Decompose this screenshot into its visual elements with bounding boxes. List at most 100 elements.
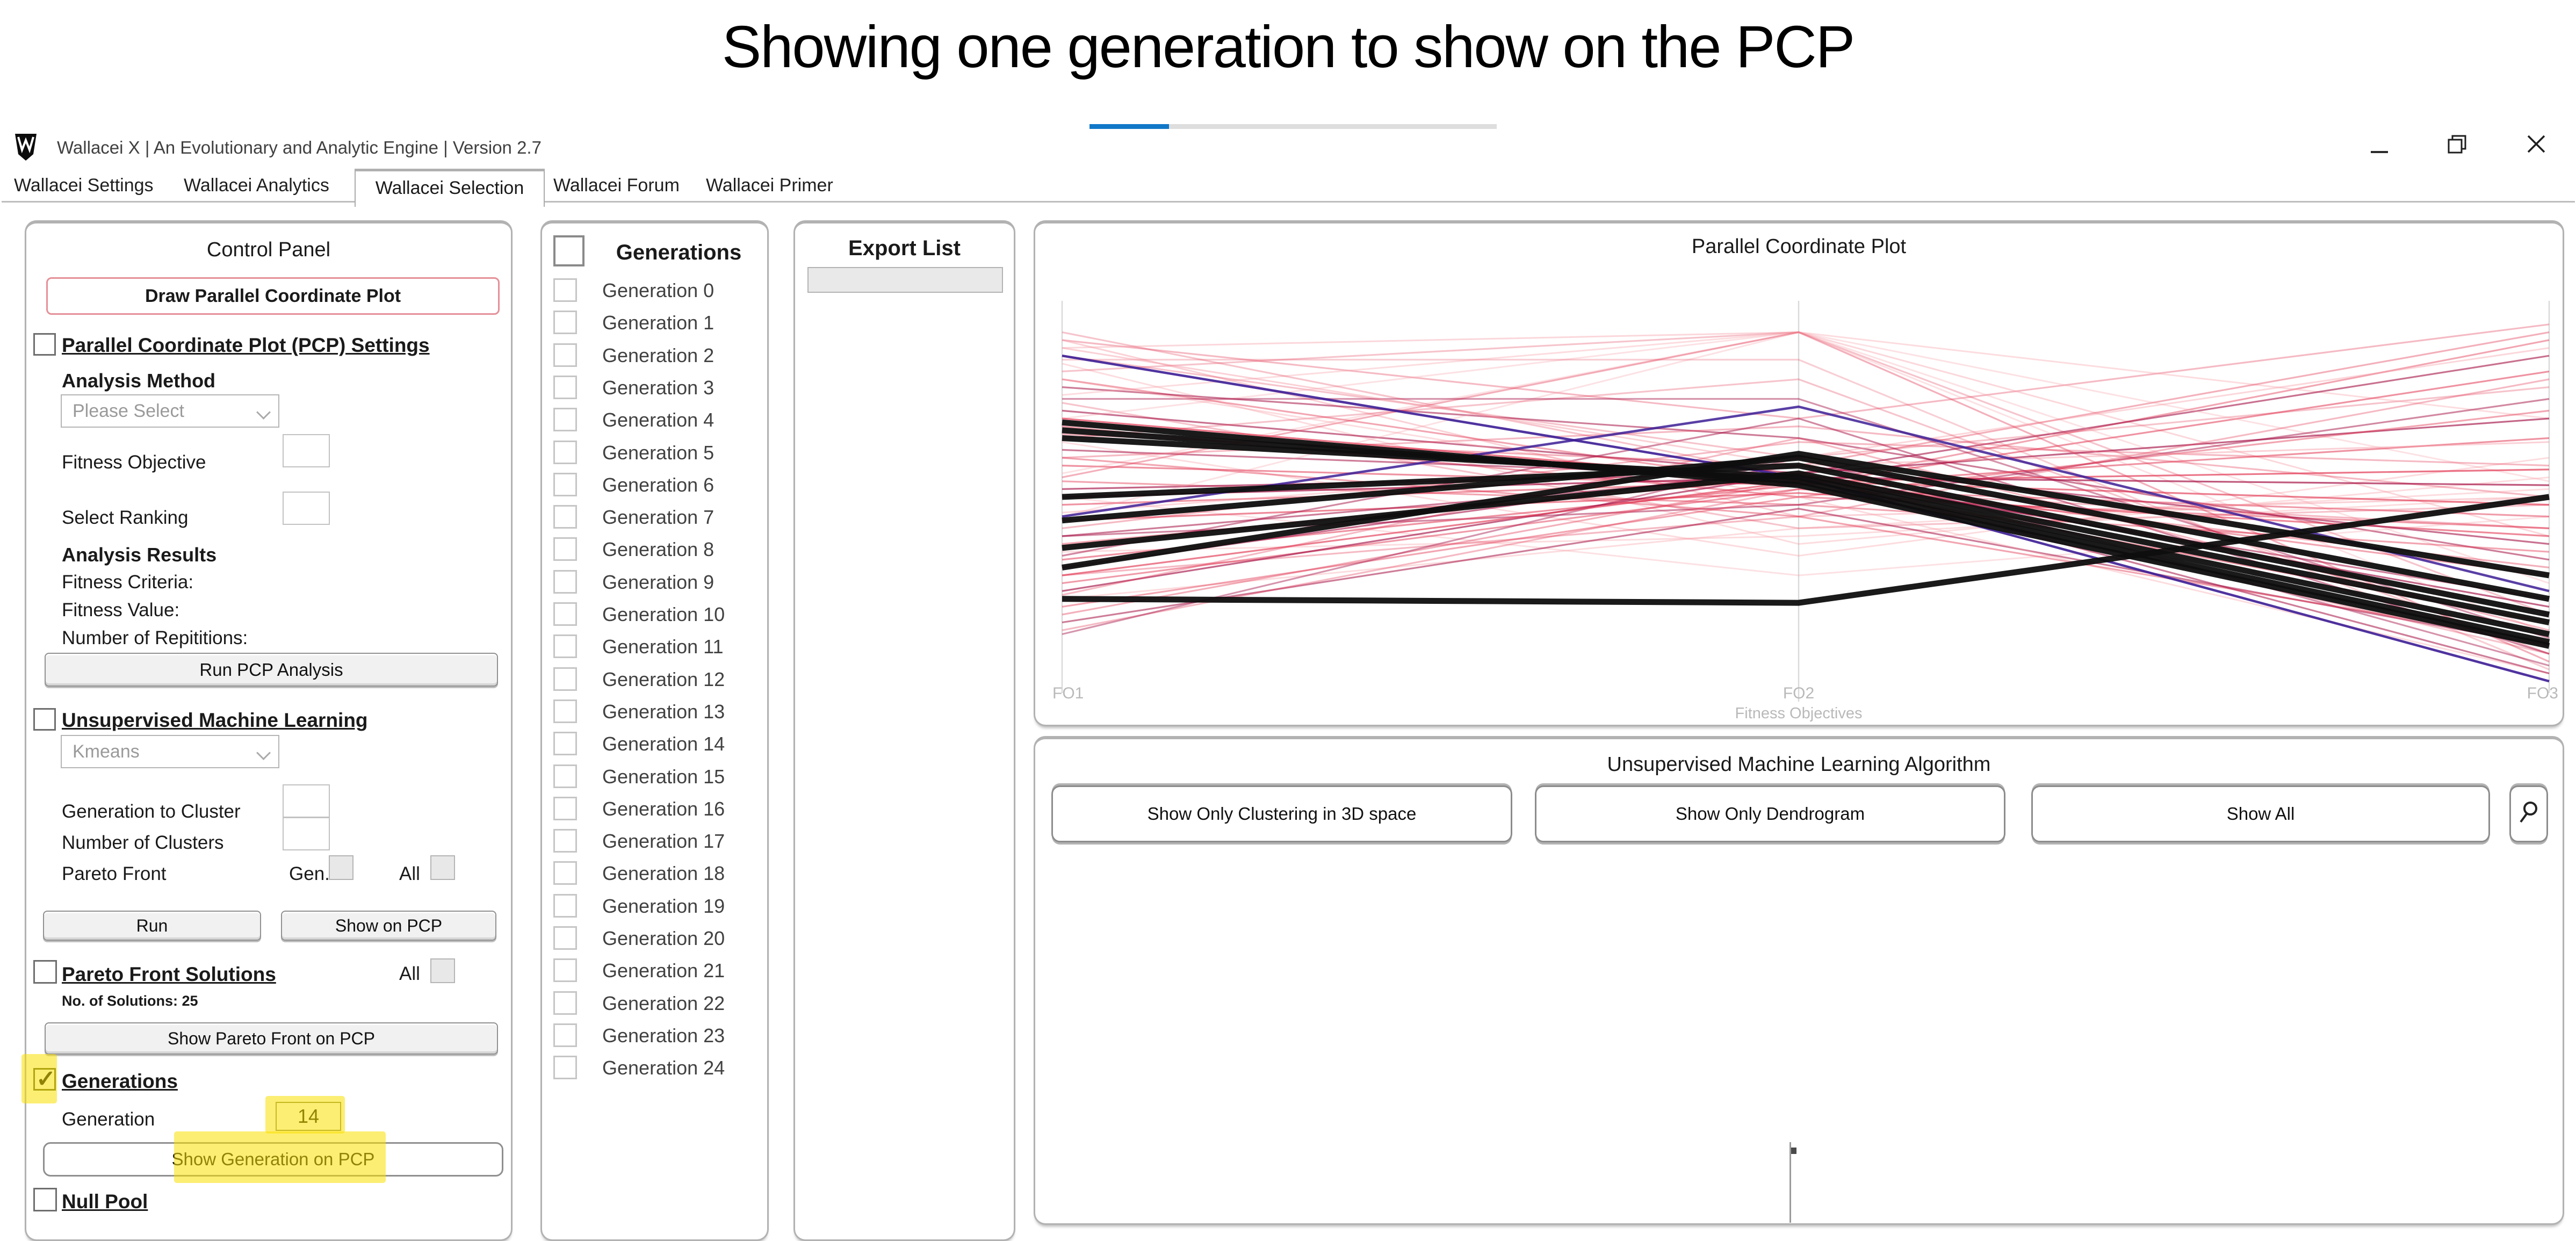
window-title: Wallacei X | An Evolutionary and Analyti… — [57, 138, 542, 157]
generations-section-label: Generations — [62, 1070, 178, 1092]
show-generation-on-pcp-button[interactable]: Show Generation on PCP — [43, 1142, 503, 1177]
generation-item-label[interactable]: Generation 8 — [602, 538, 715, 561]
generation-item-checkbox[interactable] — [553, 634, 577, 659]
generation-item-checkbox[interactable] — [553, 472, 577, 496]
minimize-icon[interactable] — [2371, 151, 2388, 153]
generation-number-input[interactable] — [276, 1102, 341, 1131]
restore-icon[interactable] — [2448, 135, 2467, 154]
generation-item-label[interactable]: Generation 20 — [602, 927, 725, 949]
generation-item-checkbox[interactable] — [553, 991, 577, 1015]
generation-item-checkbox[interactable] — [553, 926, 577, 950]
generation-item-label[interactable]: Generation 19 — [602, 894, 725, 917]
tab-wallacei-primer[interactable]: Wallacei Primer — [706, 175, 833, 196]
show-clustering-3d-button[interactable]: Show Only Clustering in 3D space — [1051, 785, 1512, 842]
generation-item-checkbox[interactable] — [553, 958, 577, 983]
generation-item-checkbox[interactable] — [553, 408, 577, 432]
fitness-objective-input[interactable] — [283, 434, 330, 467]
show-on-pcp-button[interactable]: Show on PCP — [281, 911, 496, 941]
generation-item-checkbox[interactable] — [553, 893, 577, 918]
generation-item-label[interactable]: Generation 2 — [602, 344, 715, 366]
generation-item-label[interactable]: Generation 21 — [602, 959, 725, 982]
generation-item-label[interactable]: Generation 24 — [602, 1057, 725, 1079]
generation-item-checkbox[interactable] — [553, 440, 577, 464]
generation-item-checkbox[interactable] — [553, 699, 577, 723]
pcp-line — [1062, 378, 2550, 576]
generations-header-checkbox[interactable] — [553, 235, 585, 266]
generation-item-label[interactable]: Generation 1 — [602, 312, 715, 334]
uml-checkbox[interactable] — [33, 708, 56, 731]
generation-item-label[interactable]: Generation 9 — [602, 571, 715, 593]
draw-pcp-button[interactable]: Draw Parallel Coordinate Plot — [46, 277, 500, 315]
tab-wallacei-forum[interactable]: Wallacei Forum — [553, 175, 680, 196]
generation-to-cluster-input[interactable] — [283, 784, 330, 818]
generation-item-checkbox[interactable] — [553, 829, 577, 853]
generation-item-label[interactable]: Generation 3 — [602, 376, 715, 399]
analysis-method-dropdown[interactable]: Please Select — [61, 394, 279, 428]
generation-item-label[interactable]: Generation 22 — [602, 992, 725, 1014]
pcp-line-generation14 — [1062, 463, 2550, 618]
tab-wallacei-selection[interactable]: Wallacei Selection — [355, 169, 545, 207]
generation-item-label[interactable]: Generation 4 — [602, 409, 715, 431]
tab-wallacei-selection-label: Wallacei Selection — [375, 178, 524, 198]
show-pareto-front-button[interactable]: Show Pareto Front on PCP — [45, 1022, 498, 1055]
pcp-settings-checkbox[interactable] — [33, 333, 56, 356]
generation-item-label[interactable]: Generation 5 — [602, 441, 715, 464]
generation-item-label[interactable]: Generation 13 — [602, 700, 725, 723]
generation-label: Generation — [62, 1109, 155, 1130]
tab-wallacei-analytics[interactable]: Wallacei Analytics — [184, 175, 329, 196]
generation-item-checkbox[interactable] — [553, 343, 577, 367]
generation-item-label[interactable]: Generation 11 — [602, 636, 724, 658]
generation-item-checkbox[interactable] — [553, 537, 577, 561]
generation-item-label[interactable]: Generation 6 — [602, 473, 715, 496]
generations-panel: Generations Generation 0 Generation 1 Gene… — [540, 220, 769, 1241]
generation-item-label[interactable]: Generation 23 — [602, 1024, 725, 1047]
generation-item-label[interactable]: Generation 10 — [602, 603, 725, 625]
analysis-method-label: Analysis Method — [62, 370, 216, 392]
generation-item-checkbox[interactable] — [553, 505, 577, 529]
pfs-all-checkbox[interactable] — [430, 958, 455, 983]
generations-panel-title: Generations — [616, 241, 742, 264]
generations-checkbox[interactable]: ✓ — [33, 1066, 56, 1092]
search-button[interactable] — [2509, 785, 2548, 842]
null-pool-checkbox[interactable] — [33, 1188, 57, 1211]
generation-item-label[interactable]: Generation 0 — [602, 279, 715, 301]
uml-algorithm-dropdown[interactable]: Kmeans — [61, 735, 279, 768]
generation-item-label[interactable]: Generation 17 — [602, 830, 725, 853]
generation-item-checkbox[interactable] — [553, 278, 577, 302]
generation-item-checkbox[interactable] — [553, 375, 577, 399]
generation-list-row: Generation 9 — [542, 567, 767, 598]
show-dendrogram-button[interactable]: Show Only Dendrogram — [1535, 785, 2005, 842]
generation-item-checkbox[interactable] — [553, 732, 577, 756]
generation-item-checkbox[interactable] — [553, 569, 577, 594]
chevron-down-icon — [256, 746, 271, 760]
generation-item-label[interactable]: Generation 7 — [602, 506, 715, 529]
generation-item-label[interactable]: Generation 14 — [602, 733, 725, 755]
pareto-gen-checkbox[interactable] — [329, 855, 353, 880]
run-button[interactable]: Run — [43, 911, 261, 941]
generation-item-checkbox[interactable] — [553, 1056, 577, 1080]
show-all-button[interactable]: Show All — [2031, 785, 2490, 842]
select-ranking-input[interactable] — [283, 492, 330, 525]
generation-item-label[interactable]: Generation 15 — [602, 765, 725, 788]
generation-list-row: Generation 13 — [542, 696, 767, 727]
generation-item-checkbox[interactable] — [553, 796, 577, 820]
generation-item-checkbox[interactable] — [553, 764, 577, 788]
generation-item-label[interactable]: Generation 16 — [602, 797, 725, 820]
generation-item-label[interactable]: Generation 18 — [602, 862, 725, 885]
generation-list-row: Generation 17 — [542, 826, 767, 857]
number-of-clusters-input[interactable] — [283, 817, 330, 850]
tab-wallacei-settings[interactable]: Wallacei Settings — [14, 175, 154, 196]
pareto-all-checkbox[interactable] — [430, 855, 455, 880]
generation-item-checkbox[interactable] — [553, 1023, 577, 1047]
analysis-results-label: Analysis Results — [62, 544, 217, 566]
close-icon[interactable] — [2526, 134, 2546, 154]
generation-item-checkbox[interactable] — [553, 602, 577, 626]
generation-item-checkbox[interactable] — [553, 311, 577, 335]
run-pcp-analysis-button[interactable]: Run PCP Analysis — [45, 653, 498, 687]
pcp-line — [1062, 378, 2550, 674]
generation-item-checkbox[interactable] — [553, 667, 577, 691]
dendrogram-root-node — [1791, 1148, 1796, 1154]
generation-item-checkbox[interactable] — [553, 861, 577, 885]
pareto-front-solutions-checkbox[interactable] — [33, 960, 57, 984]
generation-item-label[interactable]: Generation 12 — [602, 668, 725, 690]
